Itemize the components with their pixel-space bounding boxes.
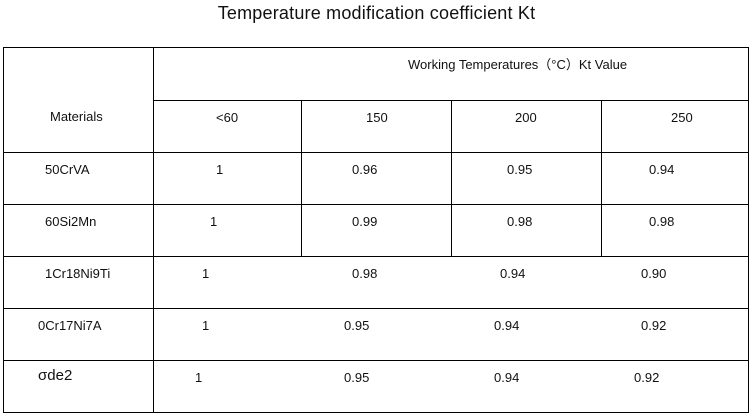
- value-cell: 0.95: [344, 318, 370, 333]
- value-cell: 0.95: [344, 370, 370, 385]
- value-cell: 1: [195, 370, 203, 385]
- column-header: 150: [366, 110, 388, 125]
- value-cell: 0.94: [494, 318, 520, 333]
- row-divider: [4, 308, 748, 309]
- materials-header: Materials: [50, 109, 103, 124]
- value-cell: 0.90: [641, 266, 667, 281]
- column-divider: [153, 48, 154, 412]
- value-cell: 0.96: [352, 162, 378, 177]
- value-cell: 0.94: [494, 370, 520, 385]
- row-divider: [4, 152, 748, 153]
- column-divider: [451, 100, 452, 256]
- material-cell: 0Cr17Ni7A: [38, 318, 102, 333]
- material-cell: 50CrVA: [45, 162, 90, 177]
- value-cell: 0.94: [649, 162, 675, 177]
- column-header: <60: [216, 110, 239, 125]
- column-header: 250: [671, 110, 693, 125]
- row-divider: [4, 204, 748, 205]
- value-cell: 0.98: [507, 214, 533, 229]
- column-divider: [601, 100, 602, 256]
- material-cell: 60Si2Mn: [45, 214, 97, 229]
- value-cell: 0.98: [649, 214, 675, 229]
- value-cell: 1: [202, 266, 210, 281]
- page-title: Temperature modification coefficient Kt: [217, 3, 536, 23]
- value-cell: 1: [216, 162, 224, 177]
- value-cell: 0.95: [507, 162, 533, 177]
- temperature-group-header: Working Temperatures（°C）Kt Value: [408, 57, 628, 72]
- value-cell: 0.94: [500, 266, 526, 281]
- coefficient-table: Materials Working Temperatures（°C）Kt Val…: [3, 47, 749, 413]
- value-cell: 0.98: [352, 266, 378, 281]
- material-cell: σde2: [38, 367, 73, 384]
- column-divider: [301, 100, 302, 256]
- material-cell: 1Cr18Ni9Ti: [45, 266, 111, 281]
- value-cell: 0.92: [634, 370, 660, 385]
- row-divider: [4, 360, 748, 361]
- column-header: 200: [515, 110, 537, 125]
- value-cell: 1: [210, 214, 218, 229]
- header-divider: [153, 100, 748, 101]
- row-divider: [4, 256, 748, 257]
- value-cell: 0.92: [641, 318, 667, 333]
- value-cell: 1: [202, 318, 210, 333]
- value-cell: 0.99: [352, 214, 378, 229]
